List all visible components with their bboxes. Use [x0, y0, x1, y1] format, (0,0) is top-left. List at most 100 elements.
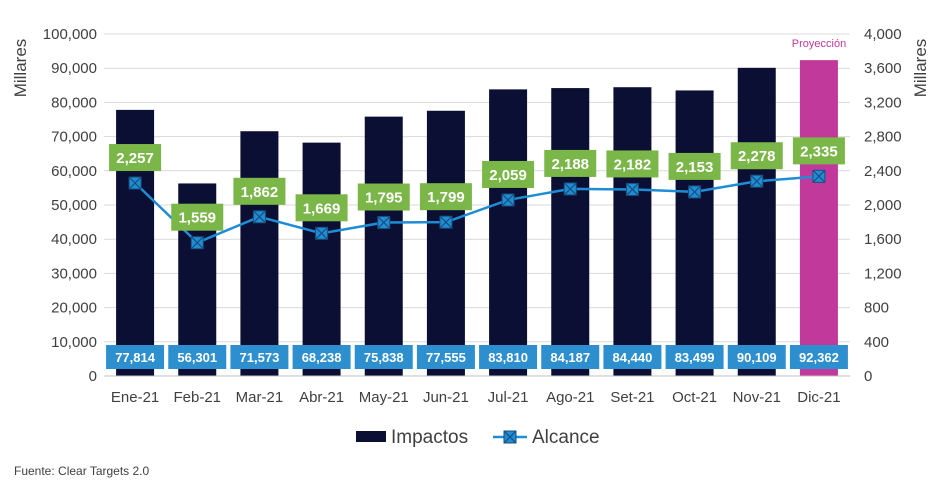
- y-tick-label-left: 50,000: [51, 197, 97, 214]
- y-tick-label-left: 90,000: [51, 60, 97, 77]
- bar-data-label: 75,838: [354, 345, 413, 369]
- bar: [799, 60, 838, 377]
- bar: [489, 89, 528, 376]
- line-data-label: 2,278: [730, 142, 783, 170]
- line-label-value: 1,559: [178, 210, 216, 227]
- bar-data-label: 92,362: [789, 345, 848, 369]
- bar-data-label: 90,109: [727, 345, 786, 369]
- line-marker: [750, 174, 764, 188]
- y-tick-label-right: 0: [864, 368, 872, 385]
- y-tick-label-right: 4,000: [864, 26, 902, 43]
- line-data-label: 1,862: [233, 177, 286, 205]
- bar: [675, 90, 714, 377]
- line-marker: [439, 215, 453, 229]
- x-tick-label: May-21: [359, 389, 409, 406]
- line-data-label: 2,059: [482, 160, 535, 188]
- y-tick-label-left: 10,000: [51, 334, 97, 351]
- bar-label-bg: [479, 345, 538, 369]
- line-label-value: 1,862: [241, 184, 279, 201]
- line-marker: [377, 216, 391, 230]
- y-tick-label-right: 3,200: [864, 94, 902, 111]
- projection-annotation: Proyección: [792, 38, 846, 50]
- bar-label-value: 68,238: [302, 350, 342, 365]
- bars-impactos: [116, 60, 838, 377]
- y-axis-title-left: Millares: [11, 39, 30, 98]
- y-tick-label-right: 400: [864, 334, 889, 351]
- x-axis: Ene-21 Feb-21 Mar-21 Abr-21 May-21 Jun-21 Jul-…: [104, 375, 850, 406]
- y-tick-label-right: 1,200: [864, 265, 902, 282]
- line-label-value: 2,335: [800, 143, 838, 160]
- bar-data-label: 77,814: [106, 345, 165, 369]
- line-label-value: 2,059: [489, 167, 527, 184]
- y-tick-label-right: 2,400: [864, 163, 902, 180]
- bar-label-value: 84,187: [550, 350, 590, 365]
- y-tick-label-left: 80,000: [51, 94, 97, 111]
- line-marker: [563, 182, 577, 196]
- y-tick-label-right: 800: [864, 300, 889, 317]
- y-axis-title-right: Millares: [911, 39, 930, 98]
- line-alcance: [128, 169, 826, 250]
- bar-label-value: 92,362: [799, 350, 839, 365]
- line-label-value: 1,795: [365, 190, 403, 207]
- y-axis-right: 0 400 800 1,200 1,600 2,000 2,400 2,800 3,200 3,6…: [864, 26, 902, 385]
- x-tick-label: Feb-21: [173, 389, 221, 406]
- line-data-label: 2,257: [109, 144, 162, 172]
- bar-label-value: 84,440: [613, 350, 653, 365]
- bar-data-label: 84,440: [603, 345, 662, 369]
- line-marker: [315, 226, 329, 240]
- bar-label-bg: [106, 345, 165, 369]
- bar-label-value: 77,814: [115, 350, 156, 365]
- line-label-bg: [419, 183, 472, 211]
- line-label-bg: [171, 203, 224, 231]
- legend-swatch-impactos: [356, 431, 386, 442]
- x-tick-label: Set-21: [610, 389, 654, 406]
- bar: [613, 87, 652, 376]
- y-tick-label-right: 2,000: [864, 197, 902, 214]
- y-tick-label-left: 20,000: [51, 300, 97, 317]
- bar: [364, 116, 403, 377]
- bar-label-value: 77,555: [426, 350, 466, 365]
- bar-label-value: 90,109: [737, 350, 777, 365]
- y-tick-label-left: 30,000: [51, 265, 97, 282]
- line-label-bg: [730, 142, 783, 170]
- bar-label-bg: [603, 345, 662, 369]
- bar-data-label: 83,810: [479, 345, 538, 369]
- line-label-value: 1,669: [303, 200, 341, 217]
- line-label-value: 2,278: [738, 148, 776, 165]
- line-data-label: 2,182: [606, 150, 659, 178]
- line-label-bg: [668, 152, 721, 180]
- y-tick-label-right: 2,800: [864, 129, 902, 146]
- bar-data-label: 83,499: [665, 345, 724, 369]
- y-tick-label-right: 1,600: [864, 231, 902, 248]
- bar-label-value: 75,838: [364, 350, 404, 365]
- bar-label-bg: [541, 345, 600, 369]
- line-data-label: 2,153: [668, 152, 721, 180]
- source-note: Fuente: Clear Targets 2.0: [14, 464, 150, 478]
- x-tick-label: Abr-21: [299, 389, 344, 406]
- bar-label-value: 83,499: [675, 350, 715, 365]
- y-tick-label-left: 60,000: [51, 163, 97, 180]
- bar-data-label: 77,555: [416, 345, 475, 369]
- bar-label-bg: [789, 345, 848, 369]
- line-label-value: 1,799: [427, 189, 465, 206]
- line-label-value: 2,182: [614, 156, 652, 173]
- y-tick-label-left: 0: [89, 368, 97, 385]
- gridlines: [104, 33, 850, 377]
- line-marker: [688, 185, 702, 199]
- legend-label-alcance: Alcance: [532, 427, 600, 448]
- line-label-value: 2,153: [676, 159, 714, 176]
- line-marker: [501, 193, 515, 207]
- line-label-bg: [295, 194, 348, 222]
- line-label-bg: [109, 144, 162, 172]
- bar-label-value: 83,810: [488, 350, 528, 365]
- line-label-bg: [606, 150, 659, 178]
- line-data-label: 1,559: [171, 203, 224, 231]
- bar: [426, 110, 465, 376]
- x-tick-label: Nov-21: [733, 389, 781, 406]
- bar: [302, 142, 341, 376]
- legend-marker-alcance: [503, 430, 517, 444]
- bar-data-label: 71,573: [230, 345, 289, 369]
- line-data-label: 1,669: [295, 194, 348, 222]
- line-data-label: 1,799: [419, 183, 472, 211]
- y-tick-label-left: 70,000: [51, 129, 97, 146]
